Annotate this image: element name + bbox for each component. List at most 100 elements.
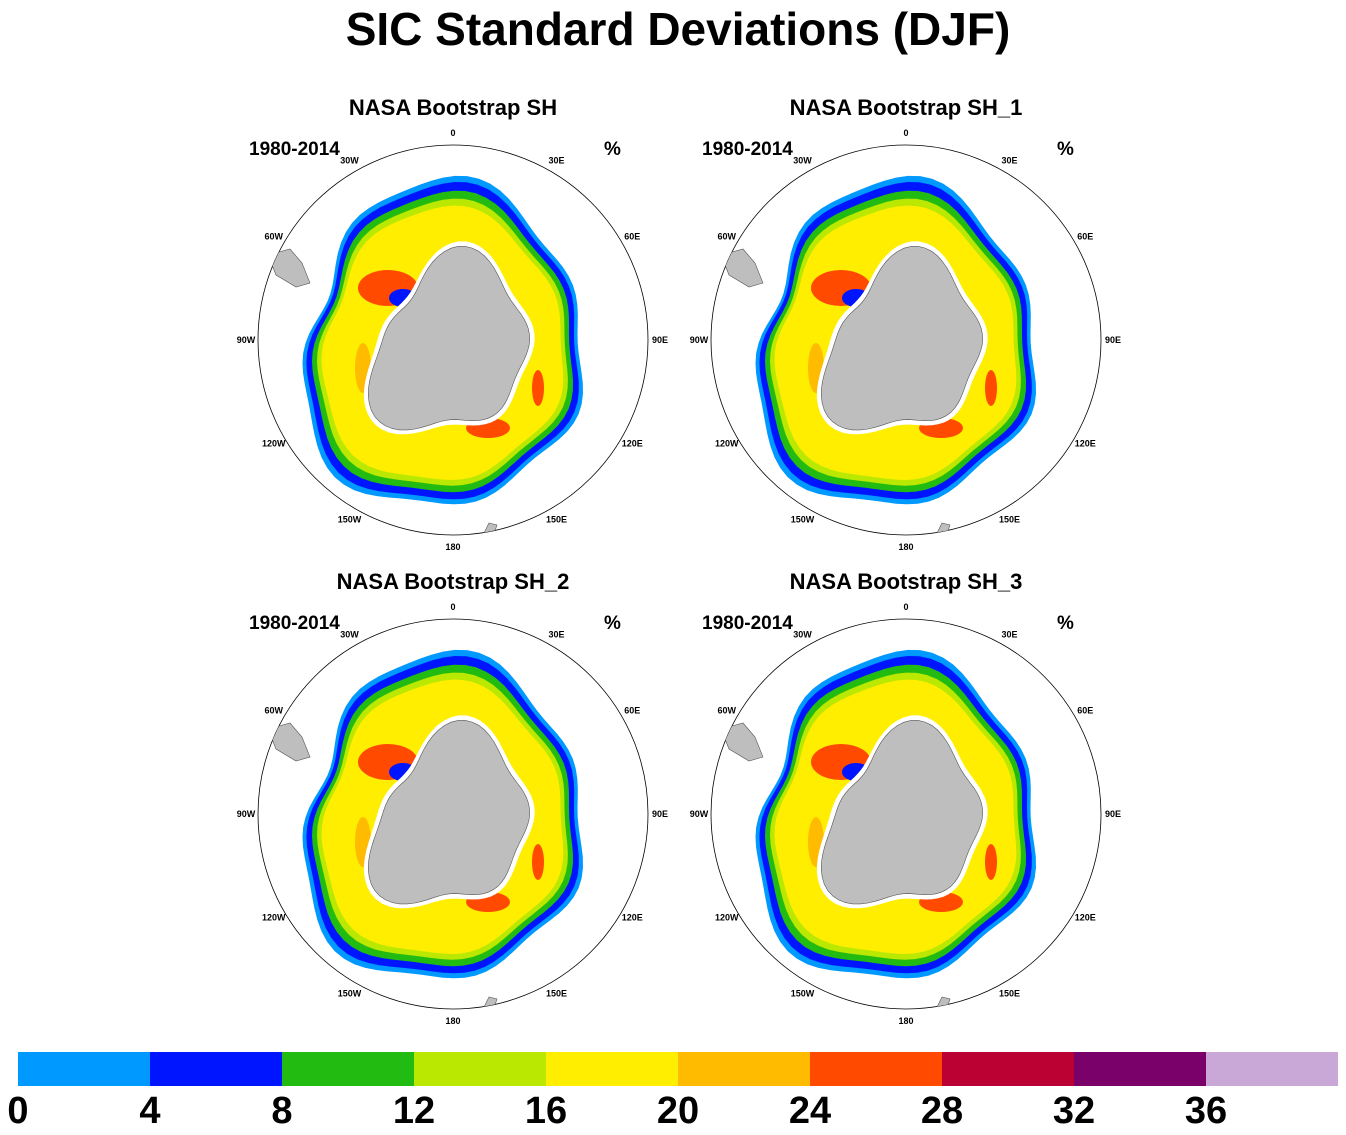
colorbar-swatch bbox=[678, 1052, 810, 1086]
sic-contour bbox=[985, 370, 997, 406]
units-label: % bbox=[604, 139, 621, 160]
longitude-label: 60E bbox=[624, 706, 640, 716]
longitude-label: 60W bbox=[264, 706, 283, 716]
longitude-label: 120W bbox=[262, 913, 286, 923]
longitude-label: 30W bbox=[340, 156, 359, 166]
map-panel: 0 30E 60E 90E 120E 150E 180 150W 120W 90W 60W 30W N… bbox=[676, 95, 1136, 555]
longitude-label: 150W bbox=[338, 988, 362, 998]
antarctica-landmass bbox=[367, 720, 531, 905]
antarctica-landmass bbox=[820, 246, 984, 431]
sic-contour bbox=[985, 844, 997, 880]
south-america-landmass bbox=[720, 722, 764, 762]
sic-contour bbox=[532, 370, 544, 406]
colorbar-swatch bbox=[414, 1052, 546, 1086]
longitude-label: 150E bbox=[999, 514, 1020, 524]
longitude-label: 120E bbox=[1075, 913, 1096, 923]
longitude-label: 120E bbox=[622, 439, 643, 449]
longitude-label: 60W bbox=[264, 232, 283, 242]
longitude-label: 0 bbox=[450, 128, 455, 138]
units-label: % bbox=[604, 613, 621, 634]
longitude-label: 30E bbox=[1001, 630, 1017, 640]
colorbar-tick-label: 36 bbox=[1184, 1090, 1228, 1132]
longitude-label: 150W bbox=[791, 988, 815, 998]
map-panel: 0 30E 60E 90E 120E 150E 180 150W 120W 90W 60W 30W N… bbox=[223, 95, 683, 555]
longitude-label: 90W bbox=[237, 809, 256, 819]
colorbar-tick-label: 16 bbox=[524, 1090, 568, 1132]
colorbar-tick-label: 8 bbox=[271, 1090, 293, 1132]
colorbar-swatch bbox=[18, 1052, 150, 1086]
polar-map: 0 30E 60E 90E 120E 150E 180 150W 120W 90W 60W 30W bbox=[690, 602, 1121, 1026]
longitude-label: 90W bbox=[690, 809, 709, 819]
longitude-label: 180 bbox=[898, 542, 913, 552]
longitude-label: 30E bbox=[548, 156, 564, 166]
colorbar-tick-label: 12 bbox=[392, 1090, 436, 1132]
longitude-label: 180 bbox=[898, 1016, 913, 1026]
colorbar-swatch bbox=[1206, 1052, 1338, 1086]
figure-title: SIC Standard Deviations (DJF) bbox=[345, 3, 1011, 55]
colorbar-swatch bbox=[282, 1052, 414, 1086]
period-label: 1980-2014 bbox=[249, 613, 340, 634]
antarctica-landmass bbox=[820, 720, 984, 905]
units-label: % bbox=[1057, 139, 1074, 160]
longitude-label: 90E bbox=[1105, 809, 1121, 819]
longitude-label: 0 bbox=[903, 128, 908, 138]
longitude-label: 30E bbox=[548, 630, 564, 640]
map-panel: 0 30E 60E 90E 120E 150E 180 150W 120W 90W 60W 30W N… bbox=[223, 569, 683, 1029]
units-label: % bbox=[1057, 613, 1074, 634]
longitude-label: 60W bbox=[717, 232, 736, 242]
longitude-label: 60E bbox=[1077, 706, 1093, 716]
longitude-label: 30W bbox=[793, 630, 812, 640]
south-america-landmass bbox=[267, 248, 311, 288]
colorbar-tick-label: 20 bbox=[656, 1090, 700, 1132]
longitude-label: 180 bbox=[445, 542, 460, 552]
colorbar-tick-label: 24 bbox=[788, 1090, 832, 1132]
colorbar-swatch bbox=[546, 1052, 678, 1086]
map-panel: 0 30E 60E 90E 120E 150E 180 150W 120W 90W 60W 30W N… bbox=[676, 569, 1136, 1029]
longitude-label: 90W bbox=[690, 335, 709, 345]
panel-title: NASA Bootstrap SH bbox=[348, 95, 558, 120]
longitude-label: 30W bbox=[793, 156, 812, 166]
colorbar-swatch bbox=[810, 1052, 942, 1086]
antarctica-landmass bbox=[367, 246, 531, 431]
period-label: 1980-2014 bbox=[702, 613, 793, 634]
colorbar-swatch bbox=[150, 1052, 282, 1086]
longitude-label: 60W bbox=[717, 706, 736, 716]
period-label: 1980-2014 bbox=[702, 139, 793, 160]
longitude-label: 90E bbox=[1105, 335, 1121, 345]
longitude-label: 90E bbox=[652, 335, 668, 345]
colorbar-swatch bbox=[942, 1052, 1074, 1086]
longitude-label: 120W bbox=[715, 439, 739, 449]
colorbar-swatch bbox=[1074, 1052, 1206, 1086]
longitude-label: 60E bbox=[1077, 232, 1093, 242]
longitude-label: 0 bbox=[450, 602, 455, 612]
longitude-label: 0 bbox=[903, 602, 908, 612]
longitude-label: 30E bbox=[1001, 156, 1017, 166]
longitude-label: 120W bbox=[715, 913, 739, 923]
polar-map: 0 30E 60E 90E 120E 150E 180 150W 120W 90W 60W 30W bbox=[237, 128, 668, 552]
panel-title: NASA Bootstrap SH_2 bbox=[336, 569, 570, 594]
longitude-label: 60E bbox=[624, 232, 640, 242]
longitude-label: 90W bbox=[237, 335, 256, 345]
south-america-landmass bbox=[720, 248, 764, 288]
colorbar-tick-label: 28 bbox=[920, 1090, 964, 1132]
polar-map: 0 30E 60E 90E 120E 150E 180 150W 120W 90W 60W 30W bbox=[690, 128, 1121, 552]
longitude-label: 120E bbox=[622, 913, 643, 923]
period-label: 1980-2014 bbox=[249, 139, 340, 160]
colorbar bbox=[18, 1052, 1338, 1086]
longitude-label: 150E bbox=[999, 988, 1020, 998]
colorbar-tick-label: 0 bbox=[7, 1090, 29, 1132]
longitude-label: 150W bbox=[791, 514, 815, 524]
longitude-label: 90E bbox=[652, 809, 668, 819]
longitude-label: 120W bbox=[262, 439, 286, 449]
polar-map: 0 30E 60E 90E 120E 150E 180 150W 120W 90W 60W 30W bbox=[237, 602, 668, 1026]
colorbar-tick-label: 32 bbox=[1052, 1090, 1096, 1132]
south-america-landmass bbox=[267, 722, 311, 762]
sic-contour bbox=[532, 844, 544, 880]
longitude-label: 180 bbox=[445, 1016, 460, 1026]
panel-title: NASA Bootstrap SH_1 bbox=[789, 95, 1023, 120]
longitude-label: 150W bbox=[338, 514, 362, 524]
colorbar-tick-label: 4 bbox=[139, 1090, 161, 1132]
longitude-label: 120E bbox=[1075, 439, 1096, 449]
longitude-label: 150E bbox=[546, 988, 567, 998]
longitude-label: 30W bbox=[340, 630, 359, 640]
